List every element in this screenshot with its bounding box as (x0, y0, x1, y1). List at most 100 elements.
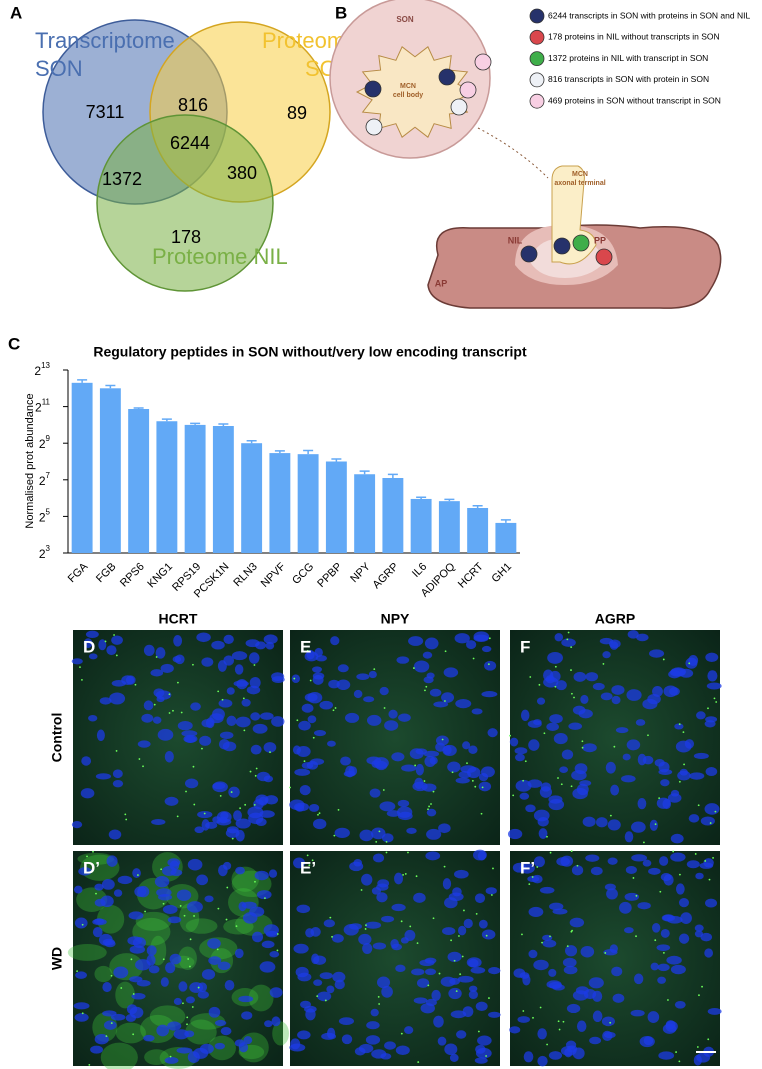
nucleus (388, 709, 398, 719)
nucleus (293, 857, 305, 869)
y-axis-label: Normalised prot abundance (24, 393, 36, 528)
nucleus (291, 674, 300, 683)
puncta (79, 666, 81, 669)
nucleus (376, 976, 391, 989)
nucleus (208, 1006, 221, 1018)
tick-base: 2 (34, 364, 41, 378)
puncta (244, 803, 247, 806)
error-bar (161, 418, 172, 422)
puncta (557, 1020, 560, 1023)
puncta (708, 878, 711, 881)
puncta (225, 918, 228, 921)
puncta (613, 745, 616, 748)
nucleus (517, 1016, 531, 1023)
schematic-label: MCN (400, 83, 416, 90)
puncta (132, 993, 135, 995)
nucleus (211, 640, 225, 650)
micrograph (290, 630, 500, 845)
nucleus (680, 912, 692, 924)
nucleus (471, 708, 483, 715)
venn-circle (96, 114, 274, 292)
nucleus (334, 979, 345, 990)
nucleus (177, 721, 193, 731)
puncta (427, 984, 430, 987)
nucleus (292, 745, 301, 755)
nucleus (80, 788, 95, 799)
nucleus (571, 865, 584, 876)
nucleus (293, 802, 309, 812)
nucleus (102, 982, 112, 993)
nucleus (666, 955, 682, 965)
puncta (289, 786, 291, 789)
nucleus (208, 956, 222, 965)
nucleus (121, 675, 135, 686)
nucleus (110, 1013, 126, 1021)
nucleus (201, 969, 216, 980)
nucleus (454, 633, 470, 644)
nucleus (424, 957, 437, 964)
nucleus (271, 672, 285, 681)
puncta (451, 771, 454, 774)
nucleus (155, 647, 166, 659)
nucleus (554, 633, 564, 642)
nucleus (397, 799, 410, 808)
error-bar (246, 439, 257, 444)
nucleus (624, 892, 640, 901)
nucleus (108, 829, 122, 840)
nucleus (592, 682, 605, 691)
nucleus (218, 699, 233, 708)
nucleus (647, 1011, 660, 1024)
error-bar (218, 423, 229, 427)
nucleus (289, 1043, 306, 1052)
puncta (654, 823, 657, 826)
nucleus (626, 689, 642, 701)
puncta (459, 973, 462, 976)
puncta (226, 886, 229, 889)
nucleus (269, 987, 283, 998)
nucleus (642, 859, 652, 867)
nucleus (635, 719, 646, 726)
nucleus (338, 1017, 355, 1025)
nucleus (368, 670, 377, 679)
nucleus (437, 1036, 447, 1046)
puncta (183, 914, 186, 917)
nucleus (241, 698, 251, 707)
nucleus (470, 967, 486, 974)
nucleus (580, 694, 589, 704)
puncta (635, 894, 638, 897)
puncta (191, 1006, 194, 1008)
puncta (576, 864, 579, 867)
x-tick-label: PPBP (315, 561, 344, 590)
nucleus (341, 1034, 353, 1045)
nucleus (384, 720, 399, 731)
puncta (549, 851, 552, 854)
puncta (458, 935, 460, 937)
puncta (331, 935, 333, 938)
panel-label: D (83, 637, 95, 656)
nucleus (358, 1043, 374, 1054)
nucleus (660, 779, 670, 787)
nucleus (101, 878, 115, 890)
nucleus (323, 919, 335, 928)
nucleus (223, 634, 234, 645)
nucleus (553, 732, 568, 745)
nucleus (365, 921, 382, 929)
nucleus (561, 749, 574, 760)
nucleus (235, 818, 251, 829)
puncta (570, 669, 572, 671)
nucleus (106, 645, 117, 656)
puncta (365, 924, 367, 927)
nucleus (592, 990, 603, 1002)
legend-text: 6244 transcripts in SON with proteins in… (548, 10, 750, 20)
tick-base: 2 (39, 511, 46, 525)
nucleus (660, 928, 670, 938)
nucleus (194, 826, 204, 834)
puncta (522, 1010, 525, 1012)
nucleus (519, 792, 530, 800)
nucleus (433, 1015, 444, 1028)
nucleus (217, 660, 227, 672)
nucleus (515, 779, 532, 792)
nucleus (580, 945, 595, 958)
column-label: NPY (381, 611, 410, 627)
puncta (528, 883, 531, 886)
